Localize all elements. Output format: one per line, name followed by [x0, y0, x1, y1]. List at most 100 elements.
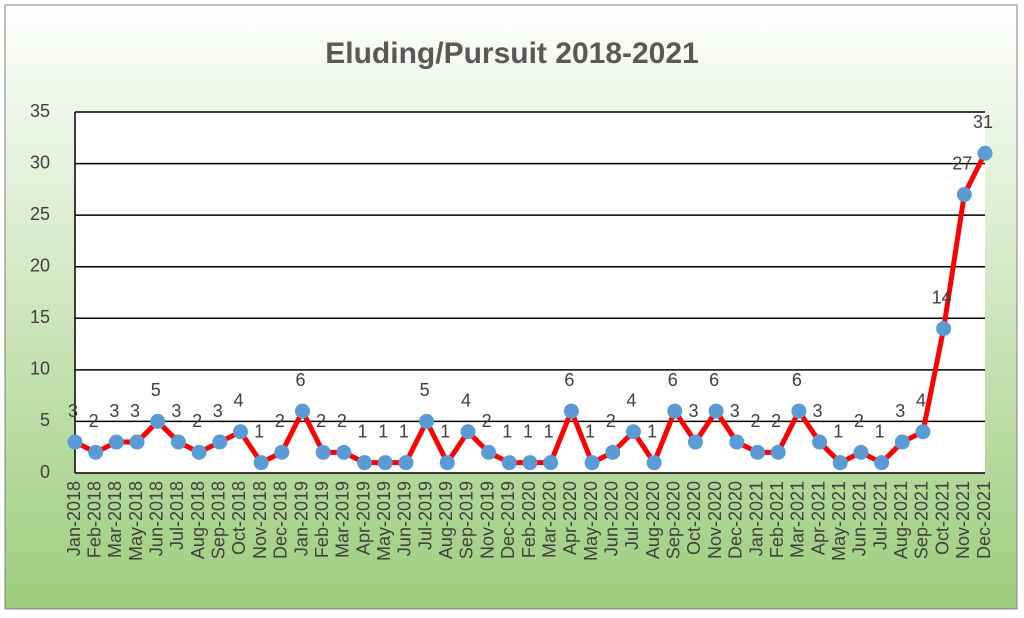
- y-tick-label: 35: [30, 101, 50, 121]
- data-point: [625, 424, 641, 440]
- data-label: 5: [151, 380, 161, 400]
- data-label: 6: [792, 370, 802, 390]
- data-point: [667, 403, 683, 419]
- y-tick-label: 20: [30, 255, 50, 275]
- data-point: [936, 321, 952, 337]
- data-point: [812, 434, 828, 450]
- y-tick-label: 25: [30, 204, 50, 224]
- data-label: 4: [626, 390, 636, 410]
- x-tick-label: Aug-2019: [436, 481, 456, 559]
- x-tick-label: Dec-2018: [271, 481, 291, 559]
- x-tick-label: Dec-2019: [498, 481, 518, 559]
- x-tick-label: Jul-2019: [415, 481, 435, 550]
- data-point: [377, 455, 393, 471]
- data-label: 2: [854, 411, 864, 431]
- data-label: 3: [895, 401, 905, 421]
- data-point: [419, 413, 435, 429]
- x-tick-label: Aug-2018: [188, 481, 208, 559]
- y-tick-label: 15: [30, 307, 50, 327]
- x-tick-label: Jan-2019: [291, 481, 311, 556]
- data-point: [584, 455, 600, 471]
- data-label: 3: [213, 401, 223, 421]
- data-label: 1: [399, 421, 409, 441]
- data-label: 1: [358, 421, 368, 441]
- x-tick-label: Jul-2018: [167, 481, 187, 550]
- data-point: [605, 444, 621, 460]
- data-label: 2: [192, 411, 202, 431]
- x-tick-label: Sep-2021: [912, 481, 932, 559]
- data-point: [67, 434, 83, 450]
- data-label: 1: [440, 421, 450, 441]
- x-tick-label: Jan-2018: [64, 481, 84, 556]
- data-point: [336, 444, 352, 460]
- data-point: [853, 444, 869, 460]
- data-label: 5: [420, 380, 430, 400]
- data-label: 3: [730, 401, 740, 421]
- x-tick-label: Feb-2019: [312, 481, 332, 558]
- x-tick-label: Nov-2019: [477, 481, 497, 559]
- x-tick-label: Feb-2018: [84, 481, 104, 558]
- x-tick-label: May-2019: [374, 481, 394, 561]
- data-point: [481, 444, 497, 460]
- x-tick-label: May-2020: [581, 481, 601, 561]
- data-label: 6: [668, 370, 678, 390]
- x-tick-label: Nov-2018: [250, 481, 270, 559]
- data-point: [460, 424, 476, 440]
- data-point: [129, 434, 145, 450]
- x-tick-label: Sep-2018: [209, 481, 229, 559]
- data-label: 3: [109, 401, 119, 421]
- data-point: [274, 444, 290, 460]
- data-point: [729, 434, 745, 450]
- x-tick-label: Nov-2020: [705, 481, 725, 559]
- data-point: [315, 444, 331, 460]
- data-label: 3: [171, 401, 181, 421]
- plot-area: [75, 112, 985, 473]
- x-tick-label: Nov-2021: [953, 481, 973, 559]
- data-point: [108, 434, 124, 450]
- x-tick-label: Oct-2018: [229, 481, 249, 555]
- data-label: 2: [482, 411, 492, 431]
- x-tick-label: Oct-2020: [684, 481, 704, 555]
- x-tick-label: Feb-2021: [767, 481, 787, 558]
- x-tick-label: Jun-2021: [850, 481, 870, 556]
- data-label: 2: [750, 411, 760, 431]
- x-tick-label: Aug-2020: [643, 481, 663, 559]
- x-tick-label: Jun-2018: [146, 481, 166, 556]
- x-tick-label: Dec-2020: [726, 481, 746, 559]
- data-label: 27: [952, 153, 972, 173]
- y-tick-label: 5: [40, 410, 50, 430]
- data-label: 3: [688, 401, 698, 421]
- data-point: [874, 455, 890, 471]
- chart-title: Eluding/Pursuit 2018-2021: [325, 37, 698, 70]
- data-label: 3: [130, 401, 140, 421]
- data-point: [708, 403, 724, 419]
- data-point: [791, 403, 807, 419]
- data-label: 1: [378, 421, 388, 441]
- data-label: 6: [295, 370, 305, 390]
- data-label: 1: [647, 421, 657, 441]
- data-point: [563, 403, 579, 419]
- data-label: 4: [461, 390, 471, 410]
- data-label: 31: [973, 112, 993, 132]
- data-point: [522, 455, 538, 471]
- x-tick-label: Sep-2020: [664, 481, 684, 559]
- data-point: [977, 145, 993, 161]
- y-tick-label: 0: [40, 462, 50, 482]
- data-label: 1: [523, 421, 533, 441]
- data-label: 14: [932, 287, 952, 307]
- data-point: [915, 424, 931, 440]
- x-tick-label: Feb-2020: [519, 481, 539, 558]
- x-tick-label: Apr-2019: [353, 481, 373, 555]
- x-tick-label: Jun-2019: [395, 481, 415, 556]
- data-point: [750, 444, 765, 460]
- data-point: [295, 403, 310, 419]
- data-point: [398, 455, 414, 471]
- data-label: 3: [813, 401, 823, 421]
- data-point: [439, 455, 455, 471]
- x-tick-label: Oct-2021: [932, 481, 952, 555]
- data-point: [88, 444, 104, 460]
- x-tick-label: Mar-2020: [539, 481, 559, 558]
- data-point: [501, 455, 517, 471]
- data-label: 3: [68, 401, 78, 421]
